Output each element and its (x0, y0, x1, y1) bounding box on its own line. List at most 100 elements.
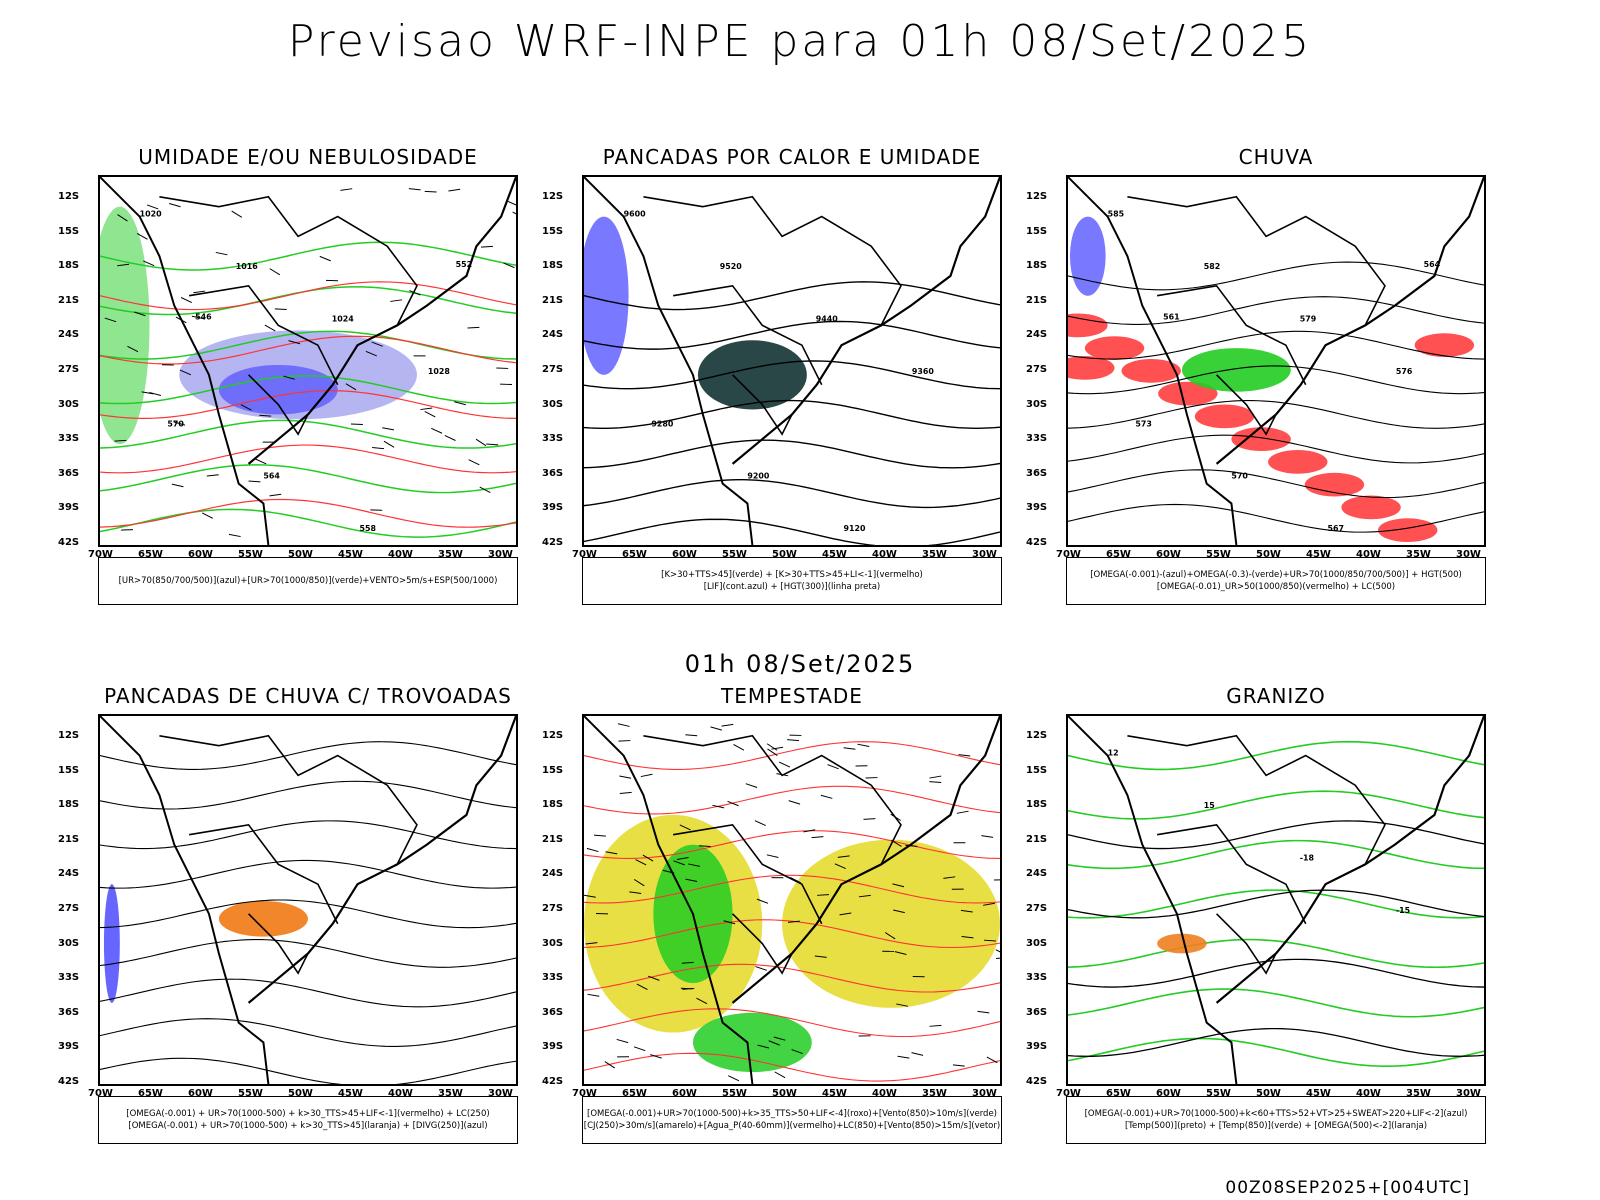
contour-label: 1020 (140, 210, 163, 219)
wind-vector (685, 734, 698, 737)
contour-label: 12 (1108, 749, 1119, 758)
panel-title: PANCADAS DE CHUVA C/ TROVOADAS (104, 684, 512, 708)
lat-tick-label: 39S (542, 502, 564, 514)
green-contour (100, 330, 516, 360)
wind-vector (681, 961, 694, 964)
lon-tick-label: 70W (1056, 549, 1081, 560)
lon-tick-label: 45W (338, 1088, 363, 1099)
map-canvas: 1020 1016 1024 1028 570 564 558 552 546 (100, 177, 516, 545)
wind-vector (839, 912, 852, 916)
wind-vector (710, 726, 723, 731)
lat-tick-label: 42S (1026, 1076, 1048, 1087)
wind-vector (586, 847, 599, 853)
lon-tick-label: 30W (488, 549, 513, 560)
uruguay-border (732, 913, 793, 975)
rain-red-area (1068, 313, 1108, 338)
wind-vector (201, 512, 214, 519)
lat-tick-label: 18S (1026, 260, 1048, 272)
wind-vector (448, 188, 461, 192)
lon-tick-label: 45W (1306, 1088, 1331, 1099)
wind-vector (467, 326, 480, 329)
panel-title: GRANIZO (1226, 684, 1326, 708)
hgt500-contour (1068, 330, 1484, 360)
uruguay-border (248, 913, 309, 975)
wind-vector (767, 748, 778, 756)
panel-granizo: GRANIZO 12 15 -18 -15 12S 15S 18S 21S 24S 27S 30S 33… (1006, 684, 1486, 1154)
wind-vector (593, 834, 606, 837)
legend-line: [UR>70(850/700/500)](azul)+[UR>70(1000/8… (118, 576, 498, 586)
lat-tick-label: 36S (542, 467, 564, 479)
wind-vector (228, 533, 241, 538)
wind-vector (288, 340, 301, 345)
lon-tick-label: 60W (1156, 1088, 1181, 1099)
wind-vector (171, 483, 184, 488)
wind-vector (892, 883, 905, 888)
lon-tick-label: 35W (1406, 1088, 1431, 1099)
wind-vector (365, 350, 377, 357)
lc850-red-streamline (584, 963, 1000, 993)
wind-vector (274, 308, 287, 310)
lon-tick-label: 60W (672, 549, 697, 560)
wind-vector (512, 211, 516, 215)
panel-legend: [K>30+TTS>45](verde) + [K>30+TTS>45+LI<-… (582, 557, 1002, 605)
lon-tick-label: 35W (922, 1088, 947, 1099)
wind-vector (193, 290, 206, 294)
wind-vector (791, 1049, 803, 1055)
uruguay-border (1216, 374, 1277, 436)
main-title: Previsao WRF-INPE para 01h 08/Set/2025 (287, 16, 1313, 67)
lat-tick-label: 21S (58, 833, 80, 845)
lc850-red-streamline (584, 741, 1000, 770)
map-frame: 12 15 -18 -15 (1066, 714, 1486, 1086)
wind-vector (619, 791, 632, 794)
wind-vector (778, 761, 791, 768)
lat-tick-label: 33S (58, 433, 80, 445)
wind-vector (191, 315, 204, 320)
panel-legend: [OMEGA(-0.001)-(azul)+OMEGA(-0.3)-(verde… (1066, 557, 1486, 605)
wind-vector (169, 203, 181, 208)
lon-tick-label: 55W (722, 1088, 747, 1099)
lat-tick-label: 30S (542, 398, 564, 410)
wind-vector (104, 317, 117, 323)
wind-vector (766, 743, 778, 751)
panel-legend: [OMEGA(-0.001) + UR>70(1000-500) + k>30_… (98, 1096, 518, 1144)
wind-vector (894, 951, 907, 955)
panel-legend: [UR>70(850/700/500)](azul)+[UR>70(1000/8… (98, 557, 518, 605)
wind-vector (585, 942, 598, 945)
wind-vector (420, 407, 433, 411)
wind-vector (787, 739, 800, 742)
streamline (100, 899, 516, 929)
humidity-blue-area (218, 364, 338, 415)
omega-orange-area (1157, 933, 1207, 954)
wind-vector (834, 863, 846, 869)
green-contour (100, 419, 516, 449)
lat-tick-label: 42S (58, 1076, 80, 1087)
wind-vector (977, 1010, 990, 1014)
map-canvas: 9600 9520 9440 9360 9280 9200 9120 (584, 177, 1000, 545)
lat-tick-label: 24S (58, 329, 80, 341)
contour-label: 564 (263, 472, 280, 481)
wind-vector (479, 486, 491, 493)
wind-vector (673, 860, 685, 866)
andes-border (584, 177, 754, 545)
panel-pancadas-calor: PANCADAS POR CALOR E UMIDADE 9600 9520 9440… (522, 145, 1002, 615)
wind-vector (259, 414, 272, 417)
panel-title: CHUVA (1238, 145, 1314, 169)
state-border (1127, 195, 1386, 326)
wind-vector (372, 447, 385, 450)
contour-label: 1016 (236, 262, 259, 271)
wind-vector (231, 210, 243, 218)
hgt500-contour (1068, 400, 1484, 429)
wind-vector (911, 1052, 924, 1056)
wind-vector (960, 909, 973, 913)
lat-tick-label: 36S (1026, 467, 1048, 479)
wind-vector (680, 987, 693, 990)
legend-line: [Temp(500)](preto) + [Temp(850)](verde) … (1124, 1121, 1428, 1131)
wind-vector (676, 856, 689, 861)
wind-vector (650, 1054, 662, 1059)
red-dashed-contour (100, 390, 516, 419)
hgt500-contour (1068, 469, 1484, 499)
wind-vector (136, 232, 148, 240)
wind-vector (774, 1071, 786, 1079)
lat-tick-label: 33S (1026, 972, 1048, 984)
lat-tick-label: 15S (58, 764, 80, 776)
